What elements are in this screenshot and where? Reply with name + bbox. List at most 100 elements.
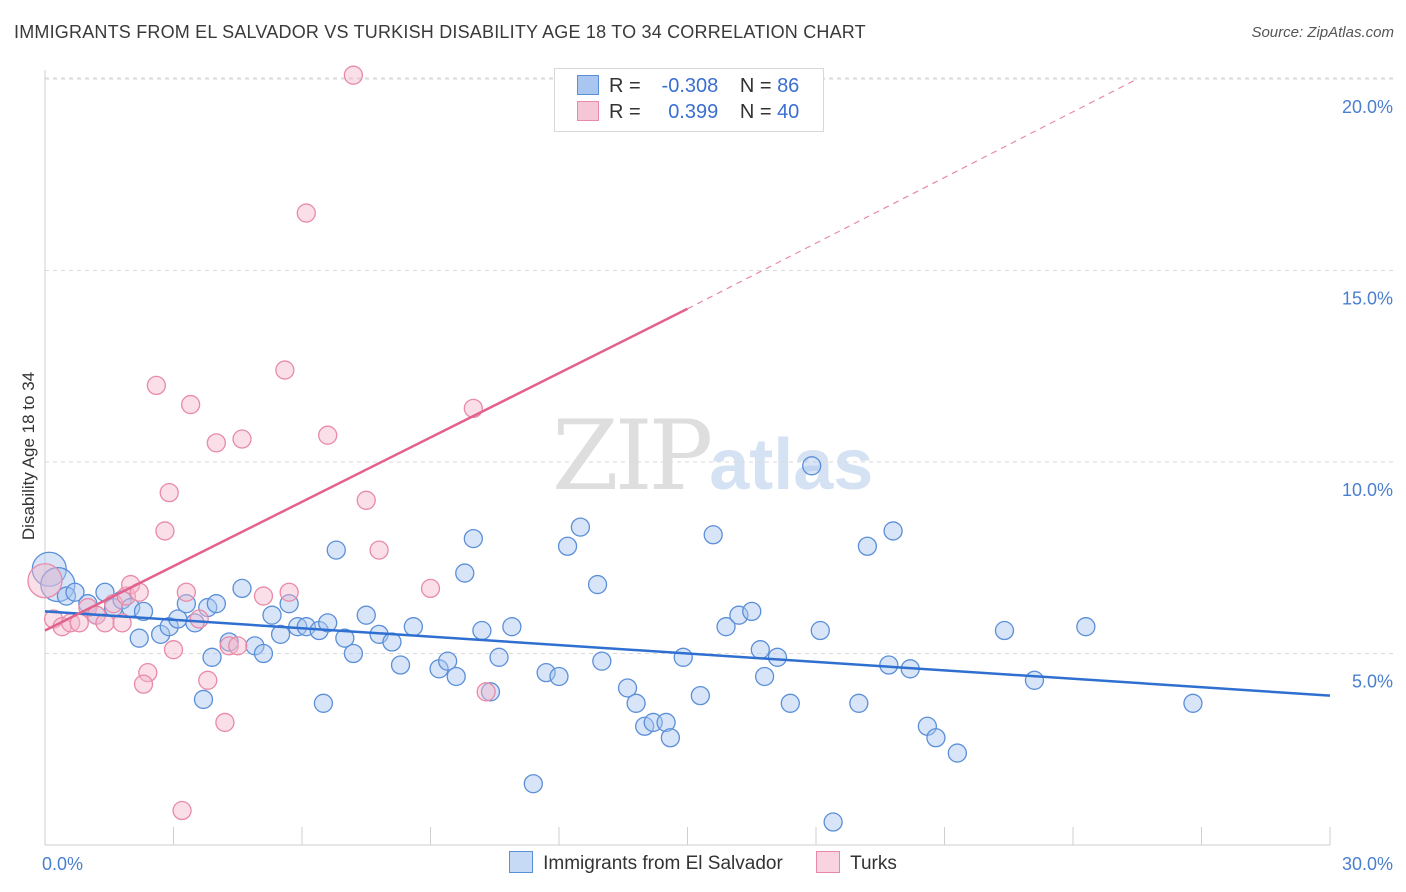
el-salvador-point: [879, 655, 899, 675]
el-salvador-point: [626, 693, 646, 713]
el-salvador-point: [810, 620, 830, 641]
watermark-atlas: atlas: [709, 425, 874, 505]
el-salvador-point: [947, 743, 967, 763]
el-salvador-point: [823, 812, 843, 832]
turks-point: [159, 482, 179, 503]
y-tick-label: 5.0%: [1352, 672, 1393, 692]
el-salvador-point: [557, 536, 578, 556]
series-el-salvador-points: [31, 456, 1203, 832]
el-salvador-point: [1183, 693, 1203, 713]
turks-point: [133, 674, 154, 694]
turks-point: [112, 613, 132, 633]
turks-trend-line: [44, 307, 689, 632]
legend-n-value: 86: [777, 75, 800, 97]
el-salvador-point: [390, 655, 411, 675]
trend-lines: [44, 78, 1331, 697]
el-salvador-point: [703, 525, 723, 545]
turks-point: [369, 540, 389, 560]
el-salvador-point: [472, 620, 492, 641]
el-salvador-point: [523, 774, 543, 794]
source-label: Source: ZipAtlas.com: [1251, 24, 1394, 41]
y-axis-label: Disability Age 18 to 34: [19, 372, 38, 540]
chart-title: IMMIGRANTS FROM EL SALVADOR VS TURKISH D…: [14, 22, 866, 42]
y-tick-label: 15.0%: [1342, 289, 1393, 309]
legend-swatch-blue: [509, 851, 534, 873]
el-salvador-point: [1076, 617, 1096, 637]
zipatlas-watermark: ZIPatlas: [552, 400, 873, 512]
legend-n-label: N =: [739, 75, 772, 97]
el-salvador-point: [253, 643, 274, 664]
el-salvador-point: [750, 640, 770, 660]
x-tick-label: 30.0%: [1342, 854, 1393, 874]
el-salvador-point: [994, 620, 1015, 641]
el-salvador-point: [326, 540, 346, 560]
watermark-zip: ZIP: [552, 400, 713, 512]
el-salvador-point: [455, 563, 475, 583]
el-salvador-point: [270, 624, 291, 644]
turks-point: [275, 360, 295, 380]
turks-point: [420, 578, 441, 599]
el-salvador-point: [343, 643, 364, 664]
turks-point: [95, 613, 115, 633]
grid-lines: [45, 77, 1395, 654]
el-salvador-point: [356, 605, 376, 625]
correlation-legend: R = -0.308 N = 86 R = 0.399 N = 40: [554, 68, 824, 132]
el-salvador-point: [489, 647, 509, 667]
turks-point: [318, 425, 338, 445]
el-salvador-point: [754, 666, 775, 687]
el-salvador-point: [673, 647, 693, 667]
el-salvador-point: [767, 647, 788, 667]
el-salvador-point: [206, 594, 226, 614]
el-salvador-point: [313, 693, 334, 713]
el-salvador-point: [232, 578, 252, 599]
el-salvador-point: [926, 728, 946, 748]
turks-point: [155, 521, 175, 541]
legend-label-el-salvador: Immigrants from El Salvador: [543, 853, 783, 874]
y-tick-label: 10.0%: [1342, 480, 1393, 500]
el-salvador-point: [883, 521, 903, 541]
el-salvador-point: [446, 666, 466, 687]
el-salvador-point: [656, 712, 676, 733]
el-salvador-point: [570, 517, 591, 537]
el-salvador-point: [857, 536, 878, 556]
turks-point: [228, 636, 248, 656]
x-tick-label: 0.0%: [42, 854, 83, 874]
el-salvador-point: [437, 651, 458, 671]
el-salvador-point: [502, 617, 522, 637]
el-salvador-point: [480, 682, 501, 702]
el-salvador-point: [742, 601, 762, 622]
legend-r-label: R =: [609, 75, 641, 97]
series-legend: Immigrants from El Salvador Turks: [0, 851, 1406, 875]
legend-r-value: -0.308: [661, 75, 719, 97]
turks-point: [172, 800, 192, 821]
el-salvador-point: [463, 528, 483, 549]
el-salvador-point: [716, 617, 736, 637]
axes: [44, 70, 1331, 846]
turks-point: [476, 682, 496, 702]
el-salvador-point: [335, 628, 355, 648]
el-salvador-point: [587, 574, 608, 595]
el-salvador-point: [660, 728, 681, 748]
legend-swatch-blue: [577, 75, 599, 95]
turks-point: [356, 490, 376, 510]
el-salvador-point: [176, 594, 197, 614]
turks-point: [180, 394, 201, 415]
turks-point: [215, 712, 235, 733]
turks-point: [163, 640, 184, 660]
el-salvador-point: [549, 666, 569, 687]
turks-point: [176, 582, 197, 602]
el-salvador-point: [193, 689, 214, 710]
turks-point: [232, 429, 252, 449]
el-salvador-point: [318, 613, 338, 633]
legend-item-el-salvador: Immigrants from El Salvador: [509, 851, 783, 875]
legend-swatch-pink: [577, 101, 599, 121]
el-salvador-trend-line: [44, 610, 1331, 697]
legend-n-value: 40: [777, 101, 800, 123]
legend-swatch-pink: [816, 851, 841, 873]
turks-point: [253, 586, 274, 606]
turks-point: [198, 670, 218, 690]
el-salvador-point: [65, 582, 85, 602]
el-salvador-point: [849, 693, 869, 713]
el-salvador-point: [802, 456, 822, 476]
